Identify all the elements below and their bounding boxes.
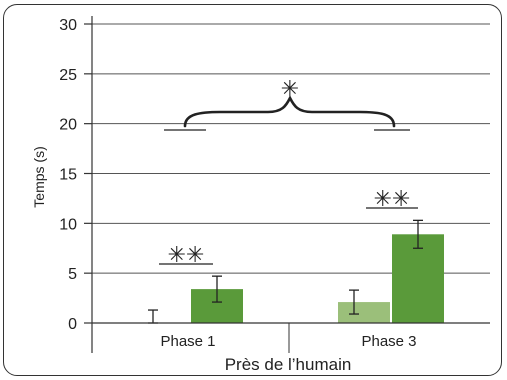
y-tick-label: 10 <box>59 216 77 233</box>
significance-marker: ✳✳ <box>168 243 205 268</box>
bar <box>392 234 444 323</box>
bars <box>191 234 444 323</box>
category-label: Phase 1 <box>160 333 215 350</box>
y-tick-label: 15 <box>59 167 77 184</box>
axes <box>84 16 490 353</box>
bar <box>338 302 390 323</box>
category-label: Phase 3 <box>361 333 416 350</box>
y-tick-label: 5 <box>68 266 77 283</box>
chart-frame <box>3 4 502 376</box>
error-bars <box>148 219 423 324</box>
y-axis-title: Temps (s) <box>31 146 47 207</box>
category-labels: Phase 1 Phase 3 <box>160 333 416 350</box>
curly-brace <box>183 95 396 128</box>
significance-marker: ✳ <box>281 77 299 102</box>
y-tick-label: 20 <box>59 117 77 134</box>
significance-marker: ✳✳ <box>374 187 411 212</box>
y-tick-labels: 0 5 10 15 20 25 30 <box>59 17 77 333</box>
x-axis-title: Près de l’humain <box>225 355 352 374</box>
y-tick-label: 0 <box>68 316 77 333</box>
significance-annotations: ✳✳✳✳✳ <box>159 77 418 268</box>
y-tick-label: 25 <box>59 67 77 84</box>
y-tick-label: 30 <box>59 17 77 34</box>
